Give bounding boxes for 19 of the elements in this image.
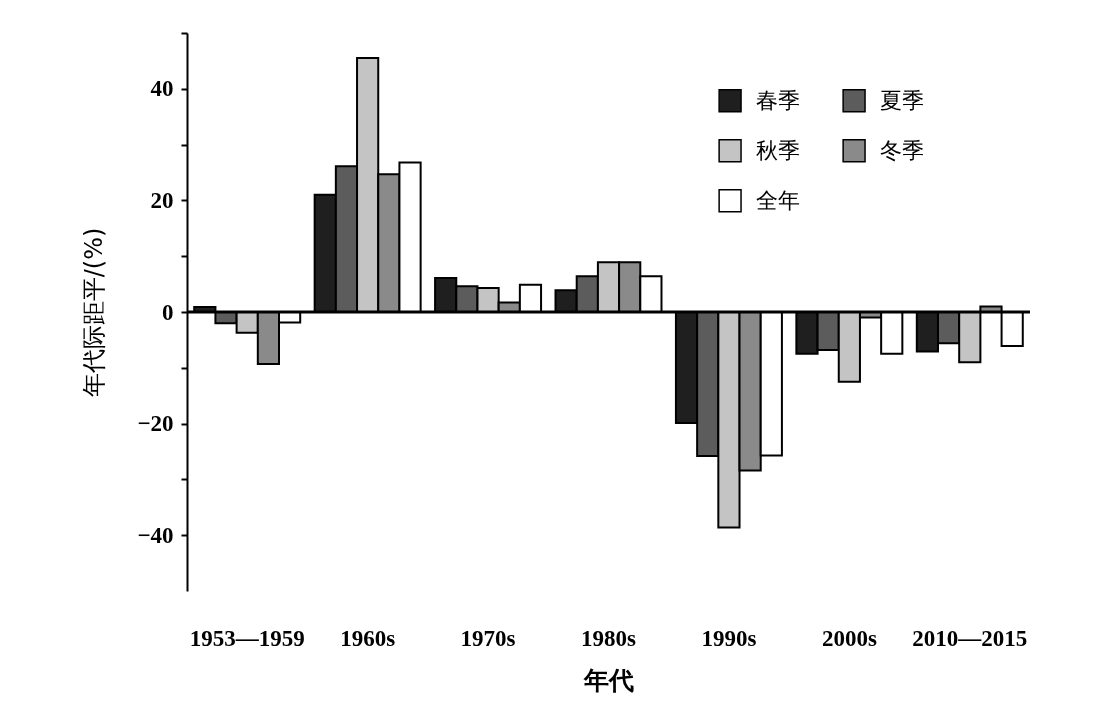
x-tick-label: 1953—1959 <box>189 625 305 651</box>
y-tick-label: 0 <box>162 299 174 325</box>
x-tick-label: 1960s <box>340 625 396 651</box>
x-tick-label: 2000s <box>821 625 877 651</box>
x-tick-label: 1990s <box>701 625 757 651</box>
legend-label: 全年 <box>756 187 801 213</box>
legend-label: 冬季 <box>880 137 925 163</box>
legend-label: 春季 <box>756 87 801 113</box>
y-tick-label: −20 <box>137 411 174 437</box>
x-tick-label: 2010—2015 <box>912 625 1028 651</box>
y-tick-label: −40 <box>137 522 174 548</box>
legend-label: 秋季 <box>756 137 801 163</box>
x-tick-label: 1970s <box>460 625 516 651</box>
y-tick-label: 40 <box>150 76 174 102</box>
x-tick-label: 1980s <box>581 625 637 651</box>
x-axis-title: 年代 <box>583 665 634 695</box>
legend-label: 夏季 <box>880 87 925 113</box>
y-axis-title: 年代际距平/(%) <box>80 227 109 398</box>
y-tick-label: 20 <box>150 187 174 213</box>
